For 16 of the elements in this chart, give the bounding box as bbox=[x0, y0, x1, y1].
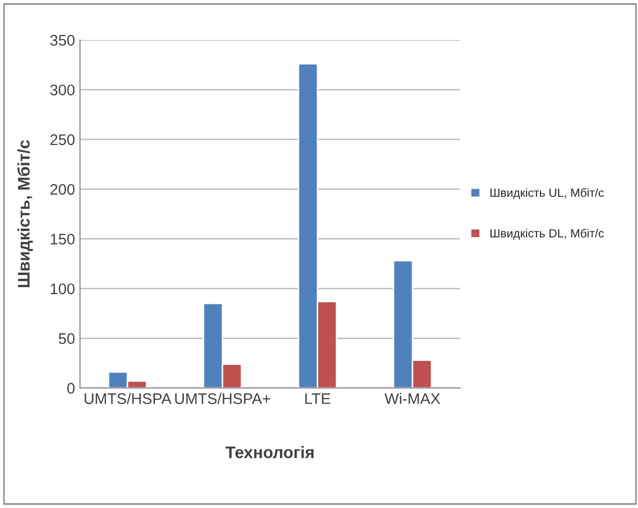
y-tick-label: 150 bbox=[50, 234, 75, 245]
y-tick-label: 0 bbox=[67, 382, 75, 394]
x-axis-title: Технологія bbox=[226, 446, 314, 458]
y-tick-label: 50 bbox=[58, 333, 75, 344]
y-tick-label: 350 bbox=[50, 34, 75, 46]
x-tick-label: Wi-MAX bbox=[384, 392, 440, 404]
y-axis-title: Швидкість, Мбіт/с bbox=[17, 140, 33, 288]
x-tick-label: UMTS/HSPA bbox=[84, 392, 172, 404]
y-tick-label: 300 bbox=[50, 84, 75, 96]
x-tick-label: UMTS/HSPA+ bbox=[175, 392, 270, 404]
y-tick-label: 250 bbox=[50, 134, 75, 146]
legend-label: Швидкість UL, Мбіт/с bbox=[490, 188, 604, 200]
x-tick-label: LTE bbox=[305, 393, 330, 404]
y-tick-label: 200 bbox=[50, 184, 75, 195]
y-tick-label: 100 bbox=[50, 283, 75, 294]
legend-label: Швидкість DL, Мбіт/с bbox=[490, 228, 604, 240]
